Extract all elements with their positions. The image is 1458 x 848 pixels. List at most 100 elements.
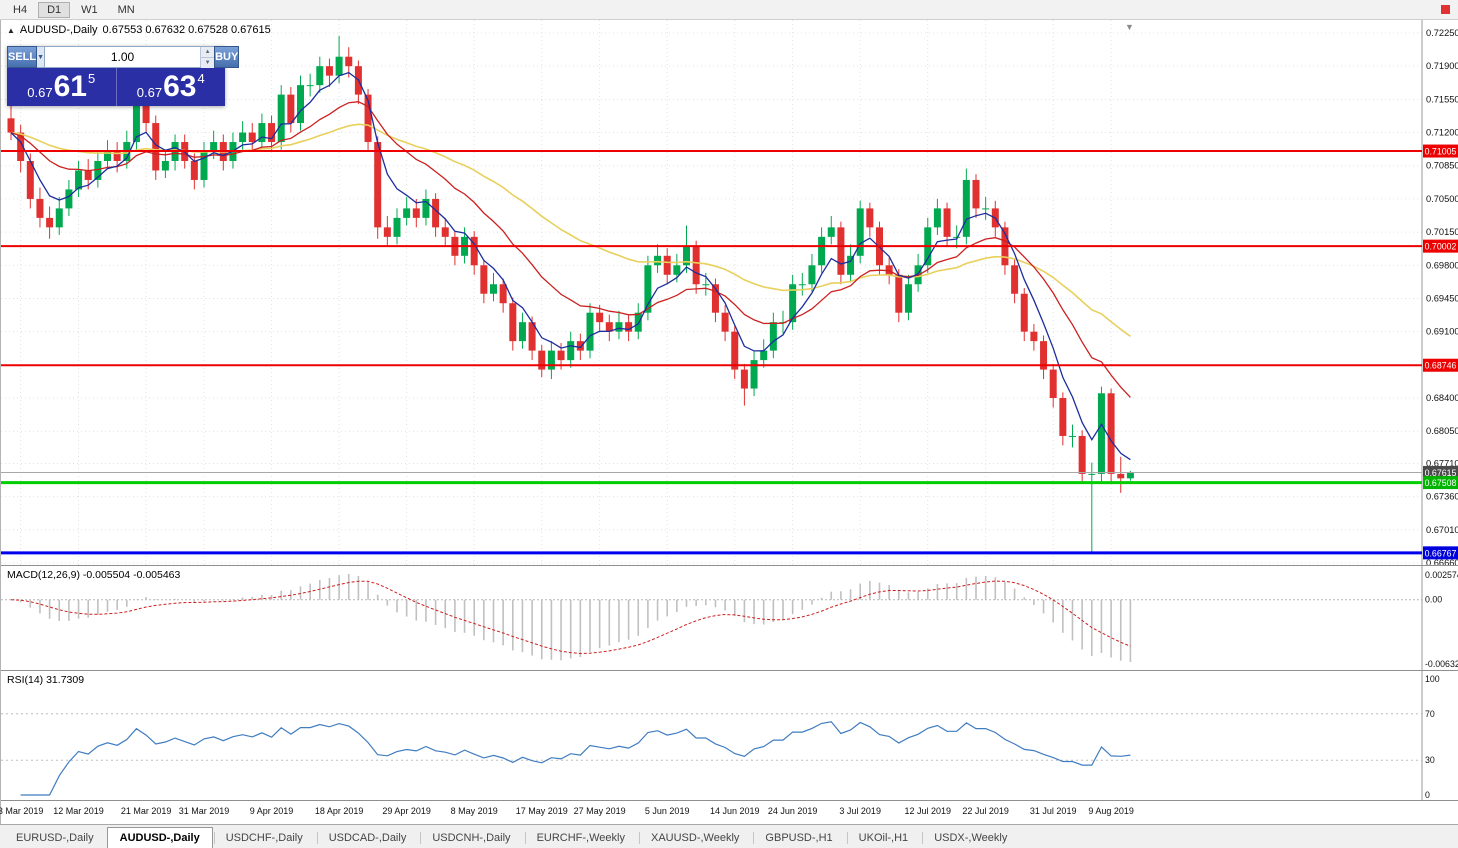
- chart-window: 0.72250 0.71900 0.71550 0.71200 0.70850 0.705…: [0, 20, 1458, 824]
- price-divider: [115, 68, 117, 106]
- axis-label: 0.71550: [1426, 94, 1458, 104]
- axis-label: 0.69450: [1426, 293, 1458, 303]
- volume-field: ▲ ▼: [45, 46, 215, 68]
- buy-price-pip: 4: [197, 71, 205, 86]
- chart-tab-usdx-weekly[interactable]: USDX-,Weekly: [921, 827, 1020, 848]
- timeframe-button-h4[interactable]: H4: [13, 3, 28, 16]
- date-axis-label: 9 Aug 2019: [1088, 806, 1134, 816]
- chart-symbol-icon: ▲: [7, 25, 15, 35]
- sell-price-pip: 5: [87, 71, 96, 86]
- date-axis-label: 3 Mar 2019: [0, 806, 44, 816]
- main-chart-panel: 0.72250 0.71900 0.71550 0.71200 0.70850 0.705…: [1, 20, 1458, 565]
- price-badge: [1423, 546, 1458, 560]
- macd-signal-line: [10, 580, 1131, 655]
- date-axis-label: 27 May 2019: [573, 806, 626, 816]
- axis-label: 0.70850: [1426, 161, 1458, 171]
- price-chart-canvas[interactable]: 0.72250 0.71900 0.71550 0.71200 0.70850 0.705…: [1, 20, 1458, 565]
- axis-label: 0.71200: [1426, 128, 1458, 138]
- volume-input[interactable]: [45, 47, 201, 67]
- date-axis-label: 8 May 2019: [450, 806, 498, 816]
- chart-tab-gbpusd-h1[interactable]: GBPUSD-,H1: [752, 827, 845, 848]
- macd-indicator-panel: 0.002574 0.00 -0.00632 MACD(12,26,9) -0.00…: [1, 565, 1458, 670]
- date-axis-label: 9 Apr 2019: [249, 806, 294, 816]
- chart-tab-usdchf-daily[interactable]: USDCHF-,Daily: [213, 827, 316, 848]
- volume-stepper: ▲ ▼: [200, 47, 215, 68]
- chart-tab-eurchf-weekly[interactable]: EURCHF-,Weekly: [524, 827, 638, 848]
- buy-price-big: 63: [163, 70, 197, 103]
- top-toolbar: H4 D1 W1 MN: [0, 0, 1458, 20]
- sell-price[interactable]: 0.67 61 5: [7, 68, 116, 106]
- sell-button[interactable]: SELL: [7, 46, 38, 68]
- alert-indicator-icon: [1441, 5, 1450, 14]
- axis-label: 0.67508: [1425, 478, 1457, 488]
- volume-decrease-icon[interactable]: ▼: [201, 58, 215, 68]
- axis-label: 0.002574: [1425, 570, 1458, 580]
- date-axis-label: 14 Jun 2019: [709, 806, 760, 816]
- chart-tab-xauusd-weekly[interactable]: XAUUSD-,Weekly: [638, 827, 752, 848]
- volume-increase-icon[interactable]: ▲: [201, 47, 215, 58]
- timeframe-toolbar: H4 D1 W1 MN: [4, 1, 144, 18]
- rsi-indicator-panel: 100 70 30 0 RSI(14) 31.7309: [1, 670, 1458, 800]
- chart-title: ▲ AUDUSD-,Daily 0.67553 0.67632 0.67528 …: [7, 24, 271, 36]
- timeframe-button-w1[interactable]: W1: [81, 3, 98, 16]
- macd-canvas[interactable]: 0.002574 0.00 -0.00632: [1, 566, 1458, 670]
- axis-label: 0.69800: [1426, 260, 1458, 270]
- date-axis-label: 22 Jul 2019: [962, 806, 1009, 816]
- axis-label: 0.67010: [1426, 525, 1458, 535]
- date-axis-label: 12 Jul 2019: [904, 806, 952, 816]
- chart-tab-usdcnh-daily[interactable]: USDCNH-,Daily: [419, 827, 523, 848]
- axis-label: 0.68050: [1426, 426, 1458, 436]
- rsi-canvas[interactable]: 100 70 30 0: [1, 671, 1458, 800]
- date-axis-label: 31 Jul 2019: [1029, 806, 1077, 816]
- axis-label: 100: [1425, 674, 1440, 684]
- macd-label: MACD(12,26,9) -0.005504 -0.005463: [7, 569, 181, 581]
- buy-button[interactable]: BUY: [214, 46, 240, 68]
- chart-tab-eurusd-daily[interactable]: EURUSD-,Daily: [16, 832, 94, 844]
- axis-label: 0: [1425, 790, 1430, 800]
- price-badge: [1423, 239, 1458, 253]
- volume-dropdown-icon[interactable]: ▼: [37, 46, 46, 68]
- axis-label: -0.00632: [1425, 659, 1458, 669]
- date-axis-label: 31 Mar 2019: [178, 806, 230, 816]
- timeframe-button-d1[interactable]: D1: [38, 1, 71, 18]
- trade-controls-row: SELL ▼ ▲ ▼ BUY: [7, 46, 240, 68]
- one-click-trading-panel: SELL ▼ ▲ ▼ BUY 0.67 61 5: [7, 46, 240, 106]
- chart-tab-bar: EURUSD-,Daily AUDUSD-,Daily USDCHF-,Daily U…: [0, 824, 1458, 848]
- chart-symbol-label: AUDUSD-,Daily: [19, 24, 98, 36]
- scroll-to-end-icon[interactable]: ▼: [1125, 22, 1134, 32]
- chart-ohlc-values: 0.67553 0.67632 0.67528 0.67615: [102, 24, 271, 36]
- axis-label: 0.70002: [1425, 242, 1457, 252]
- axis-label: 0.66767: [1425, 548, 1457, 558]
- date-axis-label: 17 May 2019: [515, 806, 568, 816]
- chart-tab-usdcad-daily[interactable]: USDCAD-,Daily: [316, 827, 420, 848]
- axis-label: 0.68746: [1425, 361, 1457, 371]
- time-axis[interactable]: 3 Mar 2019 12 Mar 2019 21 Mar 2019 31 Mar 2…: [0, 800, 1458, 824]
- price-axis[interactable]: 0.72250 0.71900 0.71550 0.71200 0.70850 0.705…: [1426, 28, 1458, 565]
- axis-label: 0.67360: [1426, 492, 1458, 502]
- sell-price-big: 61: [53, 70, 87, 103]
- axis-label: 0.66660: [1426, 558, 1458, 565]
- axis-label: 0.69100: [1426, 327, 1458, 337]
- axis-label: 0.70150: [1426, 227, 1458, 237]
- bid-ask-prices: 0.67 61 5 0.67 63 4: [7, 68, 225, 106]
- axis-label: 0.71005: [1425, 147, 1457, 157]
- axis-label: 0.68400: [1426, 393, 1458, 403]
- timeframe-button-mn[interactable]: MN: [117, 3, 135, 16]
- chart-tab-ukoil-h1[interactable]: UKOil-,H1: [846, 827, 922, 848]
- axis-label: 0.70500: [1426, 194, 1458, 204]
- axis-label: 30: [1425, 755, 1435, 765]
- date-axis-label: 5 Jun 2019: [644, 806, 690, 816]
- chart-tab-audusd-daily[interactable]: AUDUSD-,Daily: [106, 827, 213, 848]
- rsi-label: RSI(14) 31.7309: [7, 674, 85, 686]
- rsi-line: [20, 721, 1131, 796]
- price-badge: [1423, 465, 1458, 479]
- sell-price-prefix: 0.67: [27, 85, 53, 100]
- buy-price-prefix: 0.67: [136, 85, 163, 100]
- price-badge: [1423, 358, 1458, 372]
- moving-averages-layer: [10, 71, 1131, 461]
- date-axis-label: 12 Mar 2019: [53, 806, 104, 816]
- buy-price[interactable]: 0.67 63 4: [117, 68, 226, 106]
- date-axis-label: 3 Jul 2019: [839, 806, 881, 816]
